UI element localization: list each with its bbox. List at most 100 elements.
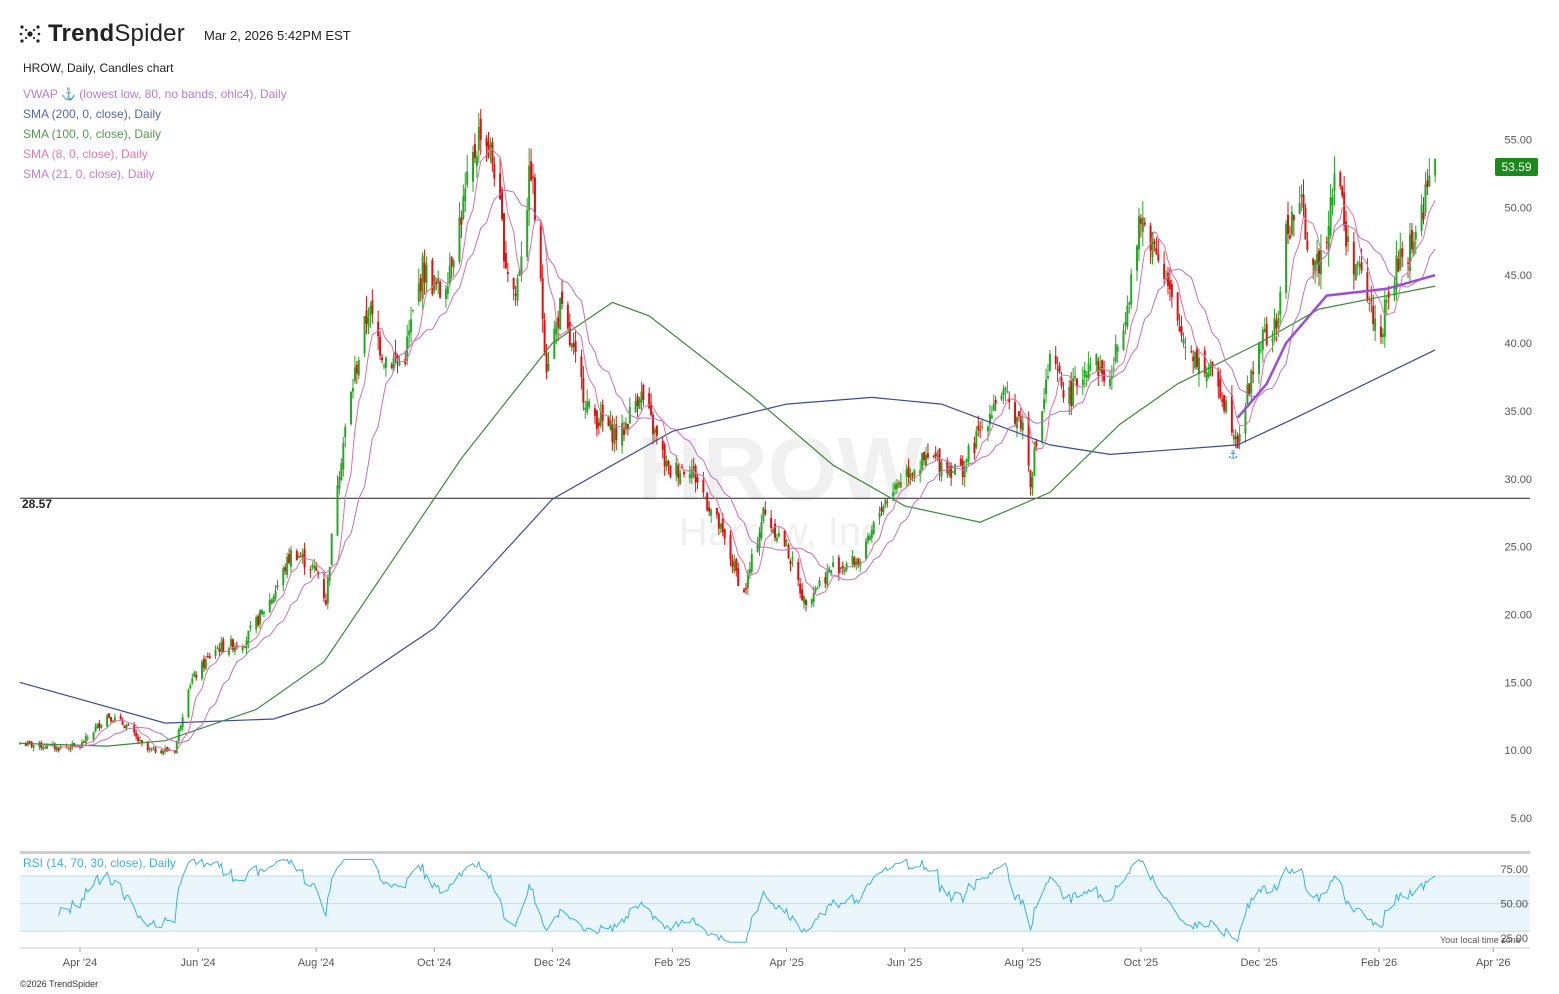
candle-body [355, 364, 358, 374]
candle-body [555, 321, 558, 335]
candle-body [1205, 372, 1208, 382]
candle-body [1153, 241, 1156, 244]
candle-body [892, 492, 895, 497]
candle-body [1207, 373, 1210, 378]
candle-body [748, 569, 751, 574]
indicator-vwap[interactable]: VWAP ⚓ (lowest low, 80, no bands, ohlc4)… [23, 87, 287, 101]
candle-body [450, 257, 453, 267]
candle-body [669, 465, 672, 477]
candle-body [1356, 262, 1359, 265]
candle-body [543, 320, 546, 353]
candle-body [127, 724, 130, 726]
candle-body [42, 747, 45, 750]
candle-body [940, 462, 943, 477]
candle-body [723, 528, 726, 539]
candle-body [735, 558, 738, 572]
candle-body [175, 740, 178, 754]
candle-body [1306, 240, 1309, 250]
candle-body [530, 161, 533, 181]
candle-body [299, 556, 302, 558]
candle-body [44, 747, 47, 749]
horizontal-line-label: 28.57 [22, 497, 53, 511]
candle-body [636, 396, 639, 407]
indicator-sma100[interactable]: SMA (100, 0, close), Daily [23, 127, 162, 141]
candle-body [760, 522, 763, 538]
candle-body [845, 563, 848, 570]
candle-body [86, 737, 89, 739]
candle-body [642, 384, 645, 400]
candle-body [423, 262, 426, 283]
candle-body [545, 352, 548, 373]
candle-body [744, 587, 747, 590]
candle-body [92, 732, 95, 740]
candle-body [1244, 407, 1247, 434]
candle-body [421, 255, 424, 299]
candle-body [411, 310, 414, 312]
candle-body [572, 343, 575, 348]
candle-body [1190, 351, 1193, 353]
candle-body [816, 588, 819, 590]
candle-body [46, 744, 49, 749]
candle-body [925, 454, 927, 466]
sma100-line [19, 285, 1436, 747]
candle-body [797, 562, 800, 580]
candle-body [547, 363, 550, 371]
candle-body [756, 543, 759, 552]
candle-body [611, 424, 614, 443]
candle-body [841, 565, 844, 568]
candle-body [1219, 379, 1222, 398]
candle-body [230, 639, 233, 647]
local-timezone-note: Your local time zone [1440, 935, 1521, 945]
candle-body [1424, 184, 1427, 213]
candle-body [108, 713, 111, 718]
candle-body [963, 466, 966, 478]
candle-body [973, 442, 976, 454]
candle-body [350, 391, 353, 425]
candle-body [959, 458, 962, 467]
candle-body [775, 537, 778, 541]
indicator-sma8[interactable]: SMA (8, 0, close), Daily [23, 147, 148, 161]
candle-body [764, 509, 767, 515]
candle-body [926, 453, 929, 458]
candle-body [710, 509, 713, 516]
candle-body [255, 617, 258, 630]
candle-body [351, 388, 354, 392]
candle-body [719, 523, 722, 529]
candle-body [1395, 255, 1398, 290]
x-tick-label: Aug '24 [298, 957, 335, 969]
candle-body [1143, 222, 1146, 225]
y-tick-label: 45.00 [1504, 270, 1532, 282]
candle-body [216, 647, 219, 649]
candle-body [514, 293, 517, 296]
x-tick-label: Feb '25 [654, 957, 690, 969]
candle-body [40, 742, 43, 748]
candle-body [599, 411, 602, 426]
candle-body [268, 600, 271, 613]
watermark-company: Harrow, Inc [679, 510, 881, 554]
indicator-sma200[interactable]: SMA (200, 0, close), Daily [23, 107, 162, 121]
candle-body [1265, 324, 1268, 345]
indicator-sma21[interactable]: SMA (21, 0, close), Daily [23, 167, 155, 181]
candle-body [897, 483, 900, 485]
candle-body [173, 750, 176, 753]
candle-body [762, 507, 765, 522]
copyright: ©2026 TrendSpider [20, 979, 99, 989]
candle-body [235, 645, 238, 647]
y-tick-label: 55.00 [1504, 135, 1532, 147]
y-tick-label: 5.00 [1511, 813, 1532, 825]
candle-body [1316, 253, 1319, 265]
candle-body [1230, 395, 1233, 433]
candle-body [1128, 302, 1131, 305]
candle-body [624, 422, 627, 430]
rsi-indicator-label[interactable]: RSI (14, 70, 30, close), Daily [23, 856, 176, 870]
candle-body [839, 567, 842, 570]
candle-body [905, 469, 908, 477]
candle-body [532, 176, 535, 178]
candle-body [187, 689, 190, 717]
candle-body [270, 599, 273, 604]
candle-body [113, 717, 116, 722]
x-tick-label: Dec '24 [534, 957, 571, 969]
candle-body [1068, 386, 1071, 404]
candle-body [826, 571, 829, 585]
